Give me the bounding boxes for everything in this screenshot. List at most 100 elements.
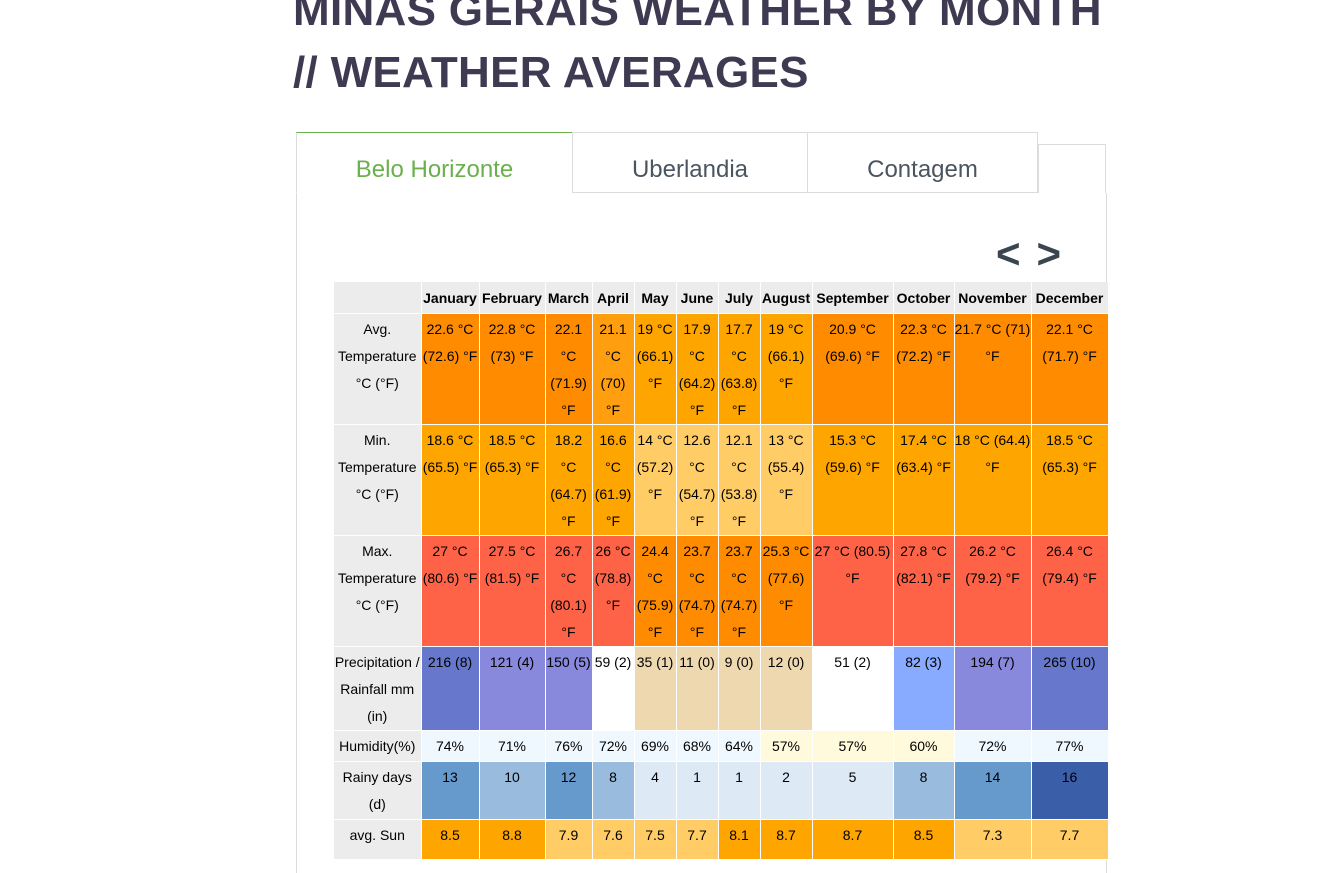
tab-label: Contagem [867, 155, 978, 183]
table-cell: 9 (0) [718, 646, 761, 731]
table-cell: 8.7 [760, 819, 813, 860]
table-cell: 7.9 [545, 819, 593, 860]
row-label: Precipitation / Rainfall mm (in) [334, 646, 422, 731]
table-cell: 150 (5) [545, 646, 593, 731]
table-cell: 51 (2) [812, 646, 894, 731]
table-cell: 12.6 °C (54.7) °F [676, 424, 719, 536]
table-cell: 72% [954, 730, 1032, 762]
table-cell: 17.7 °C (63.8) °F [718, 313, 761, 425]
row-label: Avg. Temperature °C (°F) [334, 313, 422, 425]
table-cell: 27 °C (80.5) °F [812, 535, 894, 647]
table-cell: 13 °C (55.4) °F [760, 424, 813, 536]
table-row: Avg. Temperature °C (°F) 22.6 °C (72.6) °… [334, 313, 1109, 425]
month-header: October [893, 282, 955, 314]
month-navigation: < > [996, 230, 1077, 278]
table-cell: 76% [545, 730, 593, 762]
table-cell: 8.5 [893, 819, 955, 860]
table-cell: 27.8 °C (82.1) °F [893, 535, 955, 647]
table-cell: 27 °C (80.6) °F [421, 535, 480, 647]
month-header: February [479, 282, 546, 314]
table-cell: 7.7 [1031, 819, 1109, 860]
table-cell: 59 (2) [592, 646, 635, 731]
tab-belo-horizonte[interactable]: Belo Horizonte [296, 132, 573, 193]
climate-table: January February March April May June Ju… [334, 282, 1109, 860]
table-cell: 19 °C (66.1) °F [760, 313, 813, 425]
table-cell: 121 (4) [479, 646, 546, 731]
table-cell: 60% [893, 730, 955, 762]
table-cell: 26 °C (78.8) °F [592, 535, 635, 647]
table-cell: 19 °C (66.1) °F [634, 313, 677, 425]
table-cell: 8 [893, 761, 955, 820]
table-cell: 21.7 °C (71) °F [954, 313, 1032, 425]
table-cell: 8 [592, 761, 635, 820]
row-label: Humidity(%) [334, 730, 422, 762]
table-cell: 18 °C (64.4) °F [954, 424, 1032, 536]
table-cell: 17.9 °C (64.2) °F [676, 313, 719, 425]
table-cell: 18.6 °C (65.5) °F [421, 424, 480, 536]
table-cell: 22.8 °C (73) °F [479, 313, 546, 425]
tab-label: Belo Horizonte [355, 155, 514, 183]
table-cell: 7.3 [954, 819, 1032, 860]
table-cell: 25.3 °C (77.6) °F [760, 535, 813, 647]
table-cell: 22.3 °C (72.2) °F [893, 313, 955, 425]
table-cell: 26.2 °C (79.2) °F [954, 535, 1032, 647]
table-cell: 74% [421, 730, 480, 762]
table-cell: 4 [634, 761, 677, 820]
table-cell: 10 [479, 761, 546, 820]
table-header-row: January February March April May June Ju… [334, 282, 1109, 314]
table-cell: 13 [421, 761, 480, 820]
table-cell: 16 [1031, 761, 1109, 820]
tab-spacer [1038, 144, 1106, 193]
row-label: Min. Temperature °C (°F) [334, 424, 422, 536]
month-header: August [760, 282, 813, 314]
table-cell: 64% [718, 730, 761, 762]
city-tabs: Belo Horizonte Uberlandia Contagem [296, 132, 1106, 194]
table-cell: 82 (3) [893, 646, 955, 731]
table-cell: 71% [479, 730, 546, 762]
month-header: May [634, 282, 677, 314]
table-cell: 11 (0) [676, 646, 719, 731]
tab-uberlandia[interactable]: Uberlandia [572, 132, 808, 193]
table-cell: 5 [812, 761, 894, 820]
table-cell: 23.7 °C (74.7) °F [676, 535, 719, 647]
table-cell: 12 (0) [760, 646, 813, 731]
month-header: July [718, 282, 761, 314]
table-cell: 8.5 [421, 819, 480, 860]
next-arrow-icon[interactable]: > [1036, 230, 1064, 277]
table-cell: 22.1 °C (71.7) °F [1031, 313, 1109, 425]
month-header: April [592, 282, 635, 314]
table-cell: 14 °C (57.2) °F [634, 424, 677, 536]
table-cell: 1 [676, 761, 719, 820]
table-cell: 21.1 °C (70) °F [592, 313, 635, 425]
month-header: September [812, 282, 894, 314]
month-header: November [954, 282, 1032, 314]
table-cell: 7.5 [634, 819, 677, 860]
table-cell: 2 [760, 761, 813, 820]
table-cell: 8.8 [479, 819, 546, 860]
table-cell: 24.4 °C (75.9) °F [634, 535, 677, 647]
table-row: avg. Sun 8.5 8.8 7.9 7.6 7.5 7.7 8.1 8.7 8.7 8.5 7.… [334, 819, 1109, 860]
table-cell: 18.5 °C (65.3) °F [479, 424, 546, 536]
table-cell: 8.1 [718, 819, 761, 860]
table-cell: 18.2 °C (64.7) °F [545, 424, 593, 536]
month-header: January [421, 282, 480, 314]
table-cell: 1 [718, 761, 761, 820]
table-cell: 77% [1031, 730, 1109, 762]
table-cell: 8.7 [812, 819, 894, 860]
table-cell: 68% [676, 730, 719, 762]
table-cell: 15.3 °C (59.6) °F [812, 424, 894, 536]
table-cell: 72% [592, 730, 635, 762]
table-cell: 216 (8) [421, 646, 480, 731]
table-cell: 20.9 °C (69.6) °F [812, 313, 894, 425]
table-cell: 26.4 °C (79.4) °F [1031, 535, 1109, 647]
table-cell: 35 (1) [634, 646, 677, 731]
prev-arrow-icon[interactable]: < [996, 230, 1023, 277]
corner-cell [334, 282, 422, 314]
table-row: Humidity(%) 74% 71% 76% 72% 69% 68% 64% 57% 57% 60… [334, 730, 1109, 762]
page-title: MINAS GERAIS WEATHER BY MONTH // WEATHER… [293, 0, 1102, 97]
table-cell: 14 [954, 761, 1032, 820]
table-cell: 26.7 °C (80.1) °F [545, 535, 593, 647]
table-cell: 69% [634, 730, 677, 762]
table-cell: 12.1 °C (53.8) °F [718, 424, 761, 536]
tab-contagem[interactable]: Contagem [807, 132, 1038, 193]
